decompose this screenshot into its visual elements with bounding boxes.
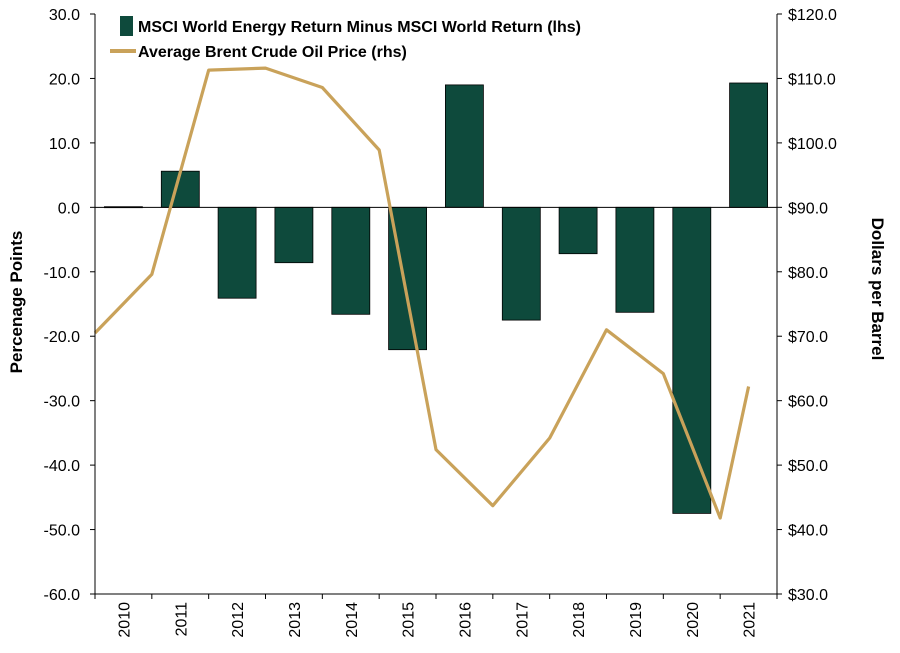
bar-2014 (331, 206, 371, 315)
right-axis-title: Dollars per Barrel (868, 218, 887, 361)
legend-line-label: Average Brent Crude Oil Price (rhs) (138, 44, 407, 61)
left-tick-label: -20.0 (44, 329, 81, 346)
right-tick-label: $120.0 (788, 7, 837, 24)
left-tick-label: 20.0 (49, 71, 80, 88)
line-series (93, 66, 751, 520)
x-tick-label: 2018 (571, 602, 588, 638)
left-tick-label: -40.0 (44, 458, 81, 475)
brent-price-line (93, 66, 751, 520)
right-tick-label: $100.0 (788, 136, 837, 153)
x-tick-label: 2020 (685, 602, 702, 638)
bar-2019 (615, 206, 655, 313)
x-tick-label: 2015 (401, 602, 418, 638)
x-tick-label: 2016 (457, 602, 474, 638)
bar-2021 (729, 82, 768, 208)
left-tick-label: 10.0 (49, 136, 80, 153)
left-tick-label: -50.0 (44, 523, 81, 540)
right-tick-label: $50.0 (788, 458, 828, 475)
legend: MSCI World Energy Return Minus MSCI Worl… (110, 16, 581, 61)
bar-2018 (558, 206, 598, 255)
bar-2016 (444, 84, 484, 208)
x-tick-label: 2014 (344, 602, 361, 638)
left-tick-label: -10.0 (44, 265, 81, 282)
bar-2013 (274, 206, 314, 264)
bar-2017 (501, 206, 541, 321)
right-tick-label: $40.0 (788, 523, 828, 540)
x-tick-label: 2011 (173, 602, 190, 637)
right-tick-label: $110.0 (788, 71, 836, 88)
left-tick-label: -30.0 (44, 394, 81, 411)
axes (94, 14, 778, 595)
bar-series (104, 82, 768, 514)
x-tick-label: 2010 (116, 602, 133, 638)
right-tick-label: $30.0 (788, 587, 828, 604)
right-tick-label: $60.0 (788, 394, 828, 411)
x-tick-label: 2021 (742, 602, 759, 638)
left-axis-ticks: 30.0 20.0 10.0 0.0 -10.0 -20.0 -30.0 -40.0 -50.0… (44, 7, 95, 604)
right-tick-label: $90.0 (788, 200, 828, 217)
left-tick-label: 30.0 (49, 7, 80, 24)
x-tick-label: 2012 (230, 602, 247, 638)
right-tick-label: $80.0 (788, 265, 828, 282)
left-axis-title: Percenage Points (7, 231, 26, 374)
legend-bar-swatch (120, 16, 133, 36)
bar-2020 (672, 206, 712, 514)
right-axis-ticks: $120.0 $110.0 $100.0 $90.0 $80.0 $70.0 $60.0 $5… (777, 7, 837, 604)
left-tick-label: 0.0 (58, 200, 80, 217)
left-tick-label: -60.0 (44, 587, 81, 604)
right-tick-label: $70.0 (788, 329, 828, 346)
x-tick-label: 2013 (287, 602, 304, 638)
legend-bar-label: MSCI World Energy Return Minus MSCI Worl… (138, 19, 581, 36)
x-tick-label: 2019 (628, 602, 645, 638)
x-tick-label: 2017 (514, 602, 531, 638)
x-axis-ticks: 2010 2011 2012 2013 2014 2015 2016 2017 2018 2019… (94, 594, 778, 638)
bar-2012 (217, 206, 257, 299)
